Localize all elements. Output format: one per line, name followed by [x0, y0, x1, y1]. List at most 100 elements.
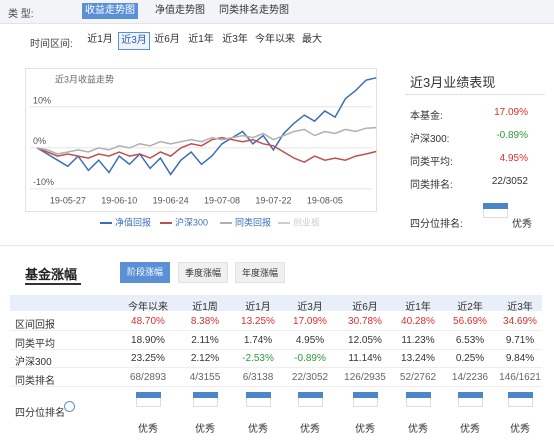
row-label: 同类排名	[15, 375, 55, 387]
table-cell: 48.70%	[131, 316, 165, 327]
table-quartile-bar-fill	[298, 392, 323, 398]
perf-value: 22/3052	[491, 176, 528, 187]
table-quartile-bar-fill	[246, 392, 271, 398]
table-quartile-value: 优秀	[248, 424, 268, 435]
legend-label: 同类回报	[235, 216, 271, 227]
table-cell: 68/2893	[129, 371, 167, 383]
section-title: 基金涨幅	[25, 267, 78, 282]
table-quartile-value: 优秀	[195, 424, 215, 435]
perf-label: 本基金:	[410, 111, 443, 122]
row-divider	[10, 330, 542, 331]
x-tick-label: 19-07-22	[255, 195, 291, 205]
table-cell: 2.12%	[190, 353, 220, 364]
legend-label: 沪深300	[175, 216, 208, 227]
row-divider	[10, 348, 542, 350]
series-line	[36, 136, 377, 164]
table-quartile-value: 优秀	[510, 424, 530, 435]
table-cell: -2.53%	[242, 353, 274, 364]
row-label: 区间回报	[15, 320, 55, 331]
legend-label: 创业板	[293, 216, 320, 227]
table-header: 近1周	[192, 302, 218, 313]
quartile-bar-fill	[483, 203, 508, 209]
table-cell: 13.25%	[241, 316, 275, 327]
table-cell: 40.28%	[401, 316, 435, 327]
table-header: 近1年	[405, 302, 431, 313]
table-cell: 9.71%	[505, 334, 535, 346]
table-cell: 8.38%	[190, 316, 220, 327]
table-cell: 11.23%	[401, 334, 435, 346]
quartile-value: 优秀	[512, 219, 532, 230]
chart-title: 近3月收益走势	[55, 73, 114, 84]
period-tab[interactable]: 近1月	[87, 34, 113, 45]
x-tick-label: 19-08-05	[307, 195, 343, 205]
perf-label: 同类排名:	[410, 180, 453, 191]
y-tick-label: 10%	[33, 95, 51, 105]
table-cell: 12.05%	[348, 334, 382, 346]
table-cell: 6/3138	[242, 371, 274, 383]
table-cell: -0.89%	[294, 353, 326, 364]
table-quartile-value: 优秀	[355, 424, 375, 435]
table-header-bg	[10, 295, 542, 311]
table-cell: 13.24%	[401, 353, 435, 364]
series-line	[36, 77, 377, 176]
period-tab[interactable]: 最大	[302, 34, 322, 45]
table-cell: 52/2762	[399, 371, 437, 383]
table-quartile-value: 优秀	[138, 424, 158, 435]
table-cell: 146/1621	[499, 371, 541, 383]
table-cell: 22/3052	[291, 371, 329, 383]
table-cell: 17.09%	[293, 316, 327, 327]
table-header: 今年以来	[128, 302, 168, 313]
table-header: 近2年	[457, 302, 483, 313]
period-tab[interactable]: 近6月	[154, 34, 180, 45]
row-divider	[10, 367, 542, 368]
table-quartile-bar-fill	[136, 392, 161, 398]
period-label: 时间区间:	[30, 39, 73, 50]
table-quartile-value: 优秀	[408, 424, 428, 435]
table-cell: 56.69%	[453, 316, 487, 327]
table-cell: 14/2236	[451, 371, 489, 383]
table-quartile-bar-fill	[458, 392, 483, 398]
table-cell: 23.25%	[131, 353, 165, 364]
table-cell: 2.11%	[191, 334, 219, 346]
section-tab[interactable]: 季度涨幅	[178, 262, 228, 283]
perf-value: 4.95%	[499, 153, 528, 164]
period-tab[interactable]: 近1年	[188, 34, 214, 45]
y-tick-label: -10%	[33, 177, 54, 187]
table-cell: 34.69%	[503, 316, 537, 327]
table-cell: 11.14%	[348, 353, 382, 364]
period-tab[interactable]: 近3年	[222, 34, 248, 45]
info-icon	[64, 401, 75, 412]
x-tick-label: 19-06-10	[101, 195, 137, 205]
table-quartile-bar-fill	[508, 392, 533, 398]
table-cell: 126/2935	[344, 371, 386, 383]
table-cell: 1.74%	[243, 334, 273, 346]
row-label: 沪深300	[15, 357, 52, 368]
table-quartile-bar-fill	[193, 392, 218, 398]
y-tick-label: 0%	[33, 136, 46, 146]
legend-label: 净值回报	[115, 216, 151, 227]
x-tick-label: 19-05-27	[50, 195, 86, 205]
type-label: 类 型:	[8, 9, 34, 20]
chart-tab[interactable]: 净值走势图	[155, 5, 205, 16]
chart-tab[interactable]: 收益走势图	[82, 3, 138, 19]
table-header: 近3年	[507, 302, 533, 313]
x-tick-label: 19-06-24	[153, 195, 189, 205]
x-tick-label: 19-07-08	[204, 195, 240, 205]
table-header: 近6月	[352, 302, 378, 313]
table-quartile-value: 优秀	[300, 424, 320, 435]
section-underline	[25, 283, 81, 285]
period-tab[interactable]: 今年以来	[255, 34, 295, 45]
quartile-row-label: 四分位排名	[15, 408, 65, 419]
quartile-label: 四分位排名:	[410, 219, 463, 230]
chart-tab[interactable]: 同类排名走势图	[219, 5, 289, 16]
perf-label: 沪深300:	[410, 134, 450, 145]
section-tab[interactable]: 阶段涨幅	[120, 262, 170, 283]
table-cell: 30.78%	[348, 316, 382, 327]
section-tab[interactable]: 年度涨幅	[235, 262, 285, 283]
period-tab[interactable]: 近3月	[118, 32, 150, 50]
series-line	[36, 126, 377, 155]
performance-title: 近3月业绩表现	[410, 75, 496, 90]
perf-label: 同类平均:	[410, 157, 453, 168]
